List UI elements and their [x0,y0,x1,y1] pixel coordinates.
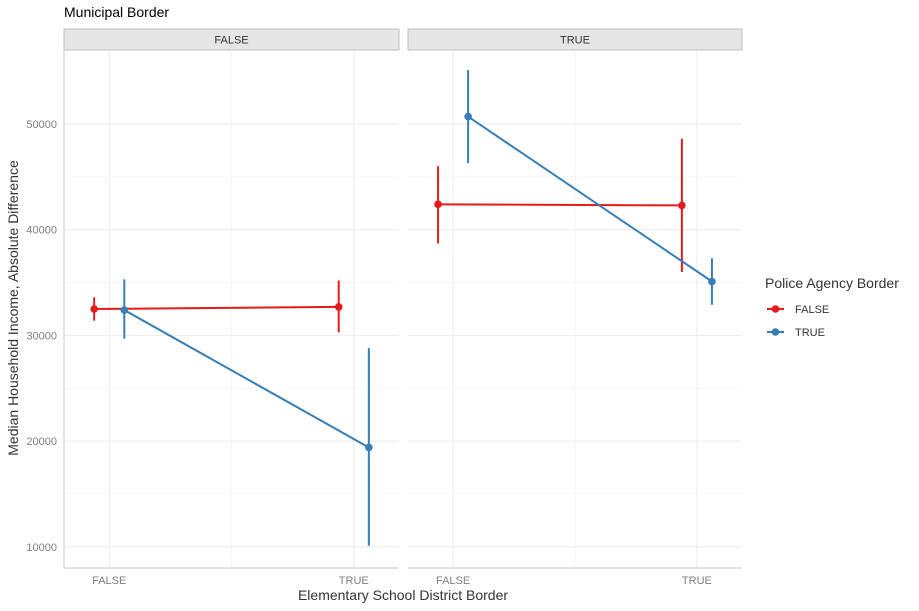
series-line [94,305,339,310]
chart-title: Municipal Border [64,4,169,20]
y-tick-label: 10000 [26,542,57,554]
x-tick-label: TRUE [339,575,369,587]
facet-panel-true: TRUE FALSE TRUE [407,28,743,587]
data-point [365,443,373,452]
x-tick-label: FALSE [436,575,470,587]
y-axis-title: Median Household Income, Absolute Differ… [5,160,21,456]
data-point [434,200,442,209]
series-false [434,138,686,272]
y-tick-label: 50000 [26,119,57,131]
data-point [120,306,129,314]
legend-entry-false: FALSE [767,304,829,316]
series-line [438,203,682,207]
y-tick-label: 30000 [26,330,57,342]
data-point [334,303,343,311]
data-point [708,277,716,286]
legend-label: FALSE [795,304,829,316]
y-tick-label: 40000 [26,225,57,237]
data-point [678,201,686,210]
x-axis-title: Elementary School District Border [298,587,508,603]
legend-key-point [771,328,780,336]
facet-panel-false: FALSE 10000 20000 30000 40000 50000 FALSE TRUE [26,28,400,587]
facet-strip-label: FALSE [214,35,248,47]
series-line [467,115,713,283]
series-line [123,309,370,449]
legend: Police Agency Border FALSE TRUE [765,275,899,339]
legend-entry-true: TRUE [767,327,825,339]
series-false [90,280,343,333]
legend-title: Police Agency Border [765,275,899,291]
series-true [464,70,716,305]
series-true [120,279,373,546]
x-tick-label: FALSE [92,575,126,587]
legend-label: TRUE [795,327,825,339]
data-point [464,112,472,121]
facet-strip-label: TRUE [560,35,590,47]
data-point [90,305,98,313]
x-tick-label: TRUE [682,575,712,587]
legend-key-point [771,305,780,313]
y-tick-label: 20000 [26,436,57,448]
